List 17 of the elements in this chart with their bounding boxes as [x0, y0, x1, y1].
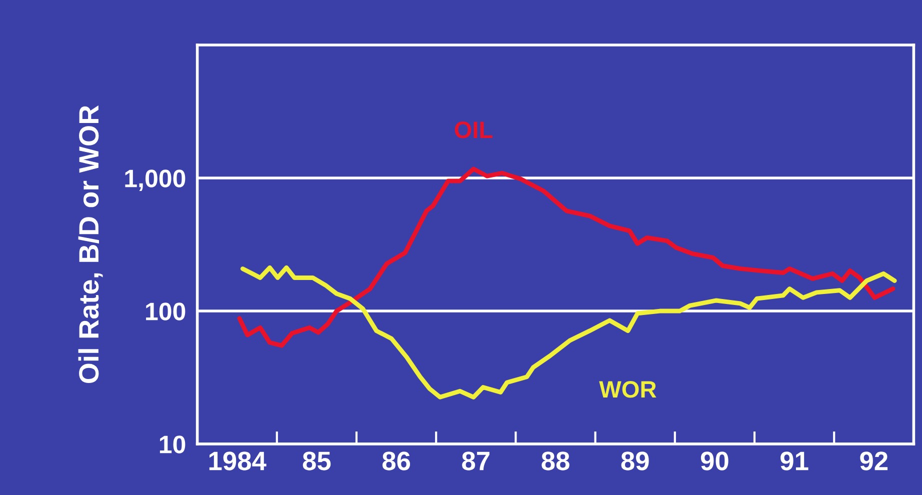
x-tick-label: 92	[860, 452, 888, 470]
x-tick-label: 90	[700, 452, 728, 470]
series-label: OIL	[454, 122, 492, 138]
line-series	[240, 265, 897, 400]
x-tick-label: 87	[462, 452, 490, 470]
y-tick-label: 1,000	[125, 170, 186, 191]
line-series	[237, 166, 896, 348]
x-tick-label: 89	[621, 452, 649, 470]
x-tick-label: 85	[302, 452, 331, 470]
x-tick-label: 88	[542, 452, 570, 470]
text: WOR	[599, 381, 656, 398]
x-tick-label: 1984	[209, 452, 266, 470]
y-tick-label: 10	[160, 436, 186, 454]
x-tick-label: 86	[382, 452, 410, 470]
x-tick-label: 91	[780, 452, 808, 470]
y-axis-title: Oil Rate, B/D or WOR	[78, 105, 103, 384]
y-tick-label: 100	[146, 302, 186, 320]
